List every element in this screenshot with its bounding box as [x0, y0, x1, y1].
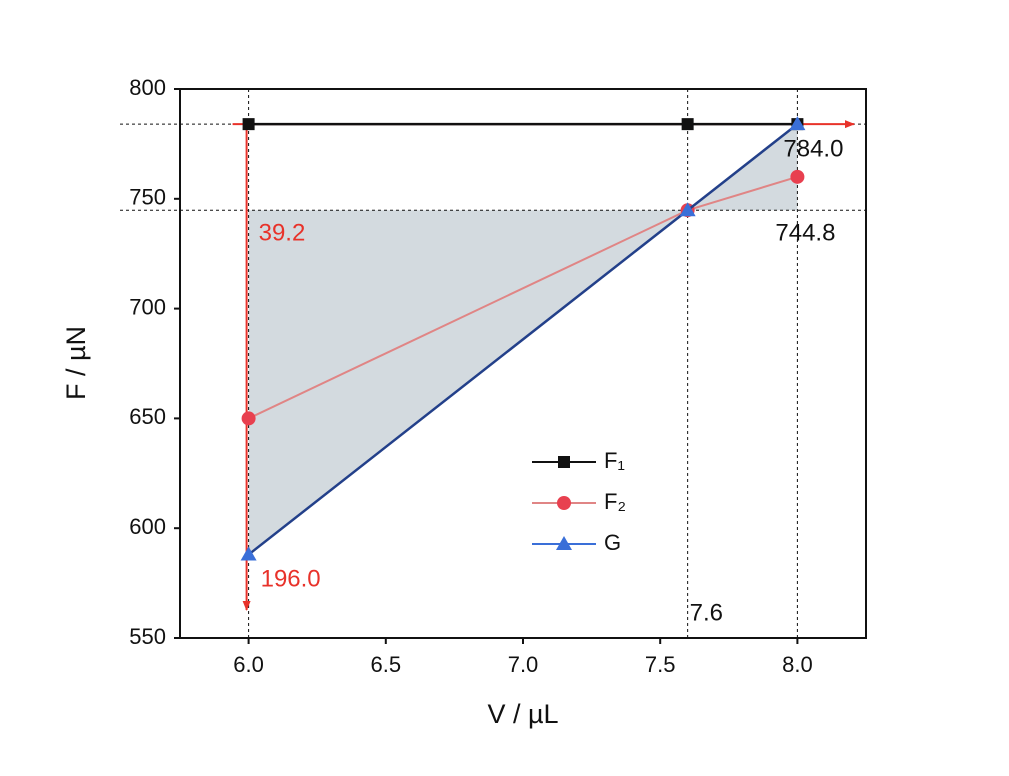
data-point — [790, 169, 805, 184]
data-point — [789, 116, 806, 131]
y-tick-label: 700 — [129, 294, 166, 319]
annotation: 7.6 — [690, 599, 723, 626]
data-point — [240, 546, 257, 561]
data-point — [242, 118, 255, 131]
legend-label: G — [604, 530, 621, 555]
y-tick-label: 550 — [129, 624, 166, 649]
annotation: 39.2 — [259, 220, 306, 247]
y-tick-label: 800 — [129, 75, 166, 100]
legend-marker — [557, 496, 571, 510]
legend-marker — [556, 536, 572, 550]
x-tick-label: 7.0 — [508, 652, 539, 677]
y-axis-label: F / µN — [61, 326, 91, 400]
x-axis-label: V / µL — [487, 699, 558, 729]
legend-label: F₂ — [604, 489, 626, 514]
annotation: 744.8 — [775, 220, 835, 247]
y-tick-label: 600 — [129, 514, 166, 539]
data-point — [241, 411, 256, 426]
legend-marker — [558, 456, 570, 468]
data-point — [681, 118, 694, 131]
x-tick-label: 7.5 — [645, 652, 676, 677]
y-tick-label: 750 — [129, 185, 166, 210]
data-point — [679, 202, 696, 217]
annotation: 196.0 — [261, 565, 321, 592]
x-tick-label: 6.0 — [233, 652, 264, 677]
x-tick-label: 6.5 — [371, 652, 402, 677]
legend-label: F₁ — [604, 448, 625, 473]
y-tick-label: 650 — [129, 404, 166, 429]
annotation: 784.0 — [783, 135, 843, 162]
x-tick-label: 8.0 — [782, 652, 813, 677]
